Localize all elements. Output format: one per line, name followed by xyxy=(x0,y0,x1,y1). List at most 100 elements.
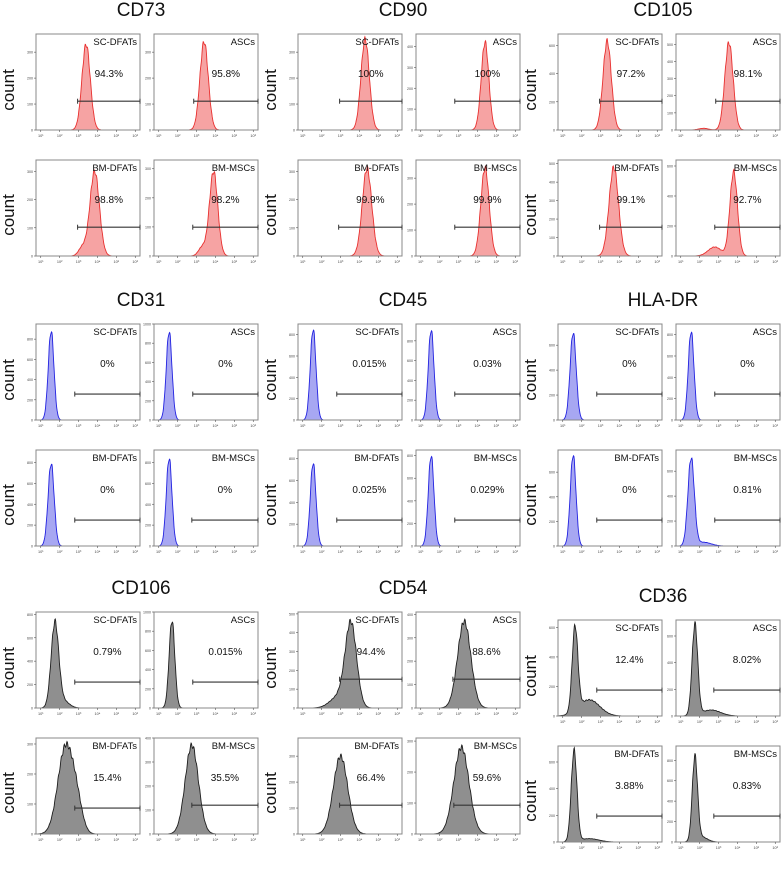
histogram-panel-ascs: 0 200 400 600 800 10¹ 10² 10³ 10⁴ 10⁵ 10⁶ 0% ASCs xyxy=(662,322,782,440)
histogram-panel-bm-dfats: 0 100 200 300 10¹ 10² 10³ 10⁴ 10⁵ 10⁶ 99.9% BM-DFAT… xyxy=(284,158,404,276)
histogram-panel-sc-dfats: 0 200 400 600 800 10¹ 10² 10³ 10⁴ 10⁵ 10⁶ 0% SC-DFAT… xyxy=(22,322,142,440)
x-tick-label: 10⁴ xyxy=(475,424,481,428)
y-tick-label: 0 xyxy=(149,255,151,259)
y-tick-label: 400 xyxy=(27,378,33,382)
x-tick-label: 10⁶ xyxy=(512,260,518,264)
x-tick-label: 10⁴ xyxy=(357,550,363,554)
y-axis-label: count xyxy=(261,194,280,236)
x-tick-label: 10⁶ xyxy=(772,134,778,138)
y-tick-label: 800 xyxy=(27,338,33,342)
y-tick-label: 300 xyxy=(27,51,33,55)
x-tick-label: 10⁶ xyxy=(132,424,138,428)
x-tick-label: 10³ xyxy=(456,838,462,842)
x-tick-label: 10⁴ xyxy=(617,846,623,850)
histogram-svg: 0 200 400 600 800 1000 10¹ 10² 10³ 10⁴ 10⁵ 10⁶ 0.015… xyxy=(143,611,259,716)
y-axis-label: count xyxy=(261,484,280,526)
gate-percent-label: 0% xyxy=(622,485,637,496)
gate-percent-label: 35.5% xyxy=(211,773,239,784)
y-tick-label: 400 xyxy=(27,660,33,664)
y-tick-label: 100 xyxy=(289,103,295,107)
x-tick-label: 10³ xyxy=(194,550,200,554)
histogram-curve xyxy=(558,746,662,843)
gate-percent-label: 94.4% xyxy=(357,647,385,658)
x-tick-label: 10³ xyxy=(194,134,200,138)
x-tick-label: 10⁶ xyxy=(132,838,138,842)
x-tick-label: 10¹ xyxy=(560,260,566,264)
sample-label: ASCs xyxy=(231,37,256,48)
y-tick-label: 0 xyxy=(149,707,151,711)
plot-frame xyxy=(297,737,403,835)
x-tick-label: 10³ xyxy=(716,846,722,850)
sample-label: SC-DFATs xyxy=(93,327,137,338)
y-tick-label: 100 xyxy=(549,236,555,240)
y-tick-label: 500 xyxy=(289,612,295,616)
y-tick-label: 800 xyxy=(145,461,151,465)
x-tick-label: 10⁶ xyxy=(772,550,778,554)
y-tick-label: 800 xyxy=(407,454,413,458)
y-tick-label: 600 xyxy=(27,358,33,362)
y-axis-label: count xyxy=(0,69,18,111)
histogram-panel-bm-mscs: 0 200 400 600 800 10¹ 10² 10³ 10⁴ 10⁵ 10⁶ 0.029% BM-… xyxy=(402,448,522,566)
histogram-curve xyxy=(676,168,780,257)
histogram-curve xyxy=(36,43,140,131)
plot-frame xyxy=(415,611,521,709)
x-tick-label: 10³ xyxy=(598,720,604,724)
y-tick-label: 100 xyxy=(289,226,295,230)
x-tick-label: 10¹ xyxy=(678,550,684,554)
y-tick-label: 200 xyxy=(407,87,413,91)
x-tick-label: 10⁶ xyxy=(654,846,660,850)
x-tick-label: 10⁶ xyxy=(132,550,138,554)
gate-percent-label: 98.8% xyxy=(95,195,123,206)
x-tick-label: 10⁵ xyxy=(231,838,237,842)
plot-frame xyxy=(297,449,403,547)
histogram-panel-bm-mscs: 0 200 400 600 10¹ 10² 10³ 10⁴ 10⁵ 10⁶ 0.81% BM-MSCs xyxy=(662,448,782,566)
histogram-curve xyxy=(676,457,780,547)
gate-percent-label: 97.2% xyxy=(617,69,645,80)
marker-title: CD45 xyxy=(378,290,428,311)
x-tick-label: 10⁴ xyxy=(213,424,219,428)
y-tick-label: 200 xyxy=(667,94,673,98)
y-axis-label: count xyxy=(521,69,540,111)
y-tick-label: 200 xyxy=(407,660,413,664)
y-tick-label: 300 xyxy=(145,51,151,55)
histogram-curve xyxy=(416,618,520,709)
histogram-curve xyxy=(676,40,780,131)
y-tick-label: 600 xyxy=(289,355,295,359)
x-tick-label: 10⁶ xyxy=(654,550,660,554)
sample-label: BM-DFATs xyxy=(354,453,399,464)
x-tick-label: 10² xyxy=(697,134,703,138)
histogram-curve xyxy=(298,618,402,709)
histogram-svg: 0 100 200 300 10¹ 10² 10³ 10⁴ 10⁵ 10⁶ 95.8% ASCs xyxy=(145,33,259,138)
x-tick-label: 10⁵ xyxy=(231,424,237,428)
x-tick-label: 10² xyxy=(437,712,443,716)
histogram-curve xyxy=(298,329,402,421)
marker-block-hla-dr: HLA-DR count count 0 200 400 600 10¹ 10² 10³ 10⁴ 10… xyxy=(521,290,782,570)
y-tick-label: 400 xyxy=(667,800,673,804)
histogram-curve xyxy=(416,39,520,131)
x-tick-label: 10⁴ xyxy=(95,838,101,842)
x-tick-label: 10⁶ xyxy=(394,838,400,842)
x-tick-label: 10⁴ xyxy=(357,712,363,716)
x-tick-label: 10⁶ xyxy=(394,712,400,716)
y-tick-label: 600 xyxy=(667,355,673,359)
histogram-svg: 0 100 200 300 10¹ 10² 10³ 10⁴ 10⁵ 10⁶ 100% SC-DFATs xyxy=(289,33,403,138)
y-tick-label: 800 xyxy=(289,333,295,337)
y-tick-label: 0 xyxy=(411,833,413,837)
y-tick-label: 300 xyxy=(289,170,295,174)
y-tick-label: 300 xyxy=(407,177,413,181)
x-tick-label: 10⁵ xyxy=(493,550,499,554)
histogram-svg: 0 100 200 300 10¹ 10² 10³ 10⁴ 10⁵ 10⁶ 99.9% BM-DFAT… xyxy=(289,159,403,264)
histogram-curve xyxy=(558,454,662,547)
x-tick-label: 10¹ xyxy=(418,550,424,554)
y-tick-label: 300 xyxy=(667,77,673,81)
histogram-curve xyxy=(36,463,140,547)
x-tick-label: 10¹ xyxy=(156,550,162,554)
y-tick-label: 200 xyxy=(27,524,33,528)
y-tick-label: 200 xyxy=(145,399,151,403)
gate-percent-label: 0.79% xyxy=(93,647,121,658)
y-axis-label: count xyxy=(261,647,280,689)
histogram-curve xyxy=(36,169,140,257)
histogram-svg: 0 100 200 300 10¹ 10² 10³ 10⁴ 10⁵ 10⁶ 98.8% BM-DFAT… xyxy=(27,159,141,264)
sample-label: SC-DFATs xyxy=(93,37,137,48)
histogram-svg: 0 200 400 600 10¹ 10² 10³ 10⁴ 10⁵ 10⁶ 12.4% SC-DFAT… xyxy=(549,619,663,724)
